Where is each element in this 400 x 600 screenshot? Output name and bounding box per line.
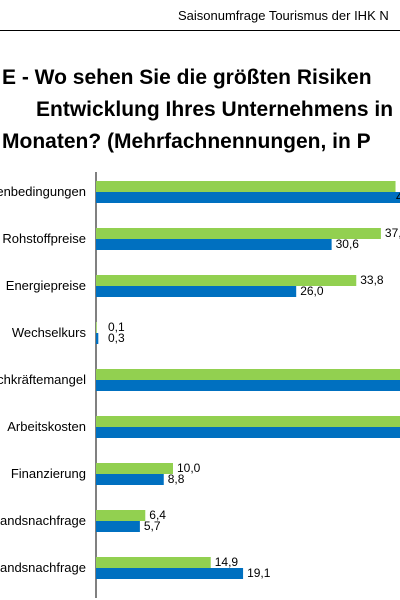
bar-blue	[96, 380, 400, 391]
bar-green	[96, 557, 211, 568]
data-label: 30,6	[336, 237, 360, 251]
bar-blue	[96, 333, 99, 344]
data-label: 5,7	[144, 519, 161, 533]
category-label: enbedingungen	[0, 184, 86, 199]
bar-green	[96, 416, 400, 427]
category-label: Finanzierung	[11, 466, 86, 481]
category-label: Arbeitskosten	[7, 419, 86, 434]
data-label: 4	[396, 190, 400, 204]
category-label: Wechselkurs	[12, 325, 87, 340]
bar-blue	[96, 568, 244, 579]
header-rule	[0, 30, 400, 31]
category-label: andsnachfrage	[0, 560, 86, 575]
chart-title-line-1: E - Wo sehen Sie die größten Risiken	[2, 66, 372, 89]
category-label: Energiepreise	[6, 278, 86, 293]
bar-blue	[96, 427, 400, 438]
bar-green	[96, 275, 357, 286]
data-label: 6,4	[149, 508, 166, 522]
data-label: 19,1	[247, 566, 271, 580]
bar-green	[96, 510, 146, 521]
bar-green	[96, 181, 396, 192]
bar-blue	[96, 192, 400, 203]
chart-title-line-2: Entwicklung Ihres Unternehmens in	[36, 98, 394, 121]
bar-green	[96, 228, 381, 239]
data-label: 8,8	[168, 472, 185, 486]
bar-blue	[96, 474, 164, 485]
bar-blue	[96, 286, 297, 297]
bar-green	[96, 322, 97, 333]
category-label: andsnachfrage	[0, 513, 86, 528]
bar-blue	[96, 239, 332, 250]
data-label: 0,1	[108, 320, 125, 334]
data-label: 33,8	[360, 273, 384, 287]
bar-green	[96, 369, 400, 380]
bar-green	[96, 463, 173, 474]
header-text: Saisonumfrage Tourismus der IHK N	[178, 8, 389, 23]
data-label: 37,0	[385, 226, 400, 240]
bar-blue	[96, 521, 140, 532]
category-label: Rohstoffpreise	[2, 231, 86, 246]
data-label: 14,9	[215, 555, 239, 569]
data-label: 10,0	[177, 461, 201, 475]
data-label: 26,0	[300, 284, 324, 298]
data-label: 0,3	[108, 331, 125, 345]
category-label: chkräftemangel	[0, 372, 86, 387]
chart-title-line-3: Monaten? (Mehrfachnennungen, in P	[2, 130, 371, 153]
